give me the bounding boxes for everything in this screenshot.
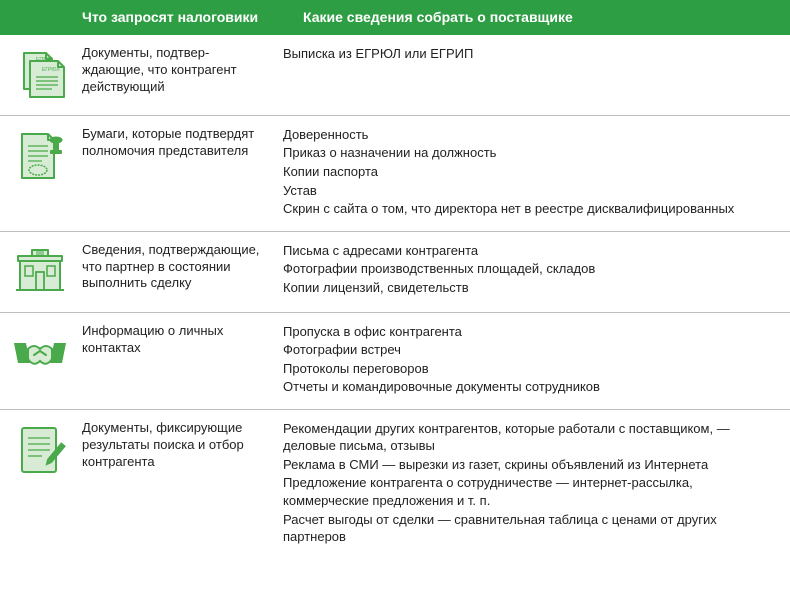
header-right: Какие сведения собрать о поставщике: [297, 8, 778, 27]
right-item: Протоколы переговоров: [283, 360, 778, 378]
row-right: Доверенность Приказ о назначении на долж…: [277, 126, 778, 219]
table-row: ЕГРИП ЕГРЮЛ Документы, подтвер­ждающие, …: [0, 35, 790, 116]
row-right: Рекомендации других контрагентов, которы…: [277, 420, 778, 547]
row-left: Бумаги, которые под­твердят полномочия п…: [82, 126, 277, 160]
header-left: Что запросят налоговики: [82, 8, 297, 27]
table-row: Сведения, подтвер­ждающие, что партнер в…: [0, 232, 790, 313]
row-right: Письма с адресами контрагента Фотографии…: [277, 242, 778, 298]
document-stamp-icon: [12, 128, 68, 184]
right-item: Фотографии производственных площадей, ск…: [283, 260, 778, 278]
document-pen-icon: [12, 422, 68, 478]
right-item: Письма с адресами контрагента: [283, 242, 778, 260]
svg-text:ЕГРИП: ЕГРИП: [36, 57, 53, 63]
right-item: Выписка из ЕГРЮЛ или ЕГРИП: [283, 45, 778, 63]
right-item: Устав: [283, 182, 778, 200]
table-row: Документы, фиксирую­щие результаты поиск…: [0, 410, 790, 559]
right-item: Доверенность: [283, 126, 778, 144]
right-item: Скрин с сайта о том, что директора нет в…: [283, 200, 778, 218]
right-item: Фотографии встреч: [283, 341, 778, 359]
right-item: Реклама в СМИ — вырезки из газет, скрины…: [283, 456, 778, 474]
right-item: Пропуска в офис контрагента: [283, 323, 778, 341]
right-item: Копии лицензий, свидетельств: [283, 279, 778, 297]
documents-egrip-icon: ЕГРИП ЕГРЮЛ: [12, 47, 68, 103]
row-left: Информацию о личных контактах: [82, 323, 277, 357]
right-item: Расчет выгоды от сделки — сравнительная …: [283, 511, 778, 546]
svg-text:ЕГРЮЛ: ЕГРЮЛ: [42, 67, 60, 73]
right-item: Приказ о назначении на должность: [283, 144, 778, 162]
row-left: Сведения, подтвер­ждающие, что партнер в…: [82, 242, 277, 293]
row-left: Документы, фиксирую­щие результаты поиск…: [82, 420, 277, 471]
table-row: Информацию о личных контактах Пропуска в…: [0, 313, 790, 410]
row-right: Пропуска в офис контрагента Фотографии в…: [277, 323, 778, 397]
row-left: Документы, подтвер­ждающие, что контр­аг…: [82, 45, 277, 96]
building-icon: [12, 244, 68, 300]
table-row: Бумаги, которые под­твердят полномочия п…: [0, 116, 790, 232]
handshake-icon: [12, 325, 68, 381]
right-item: Отчеты и командировочные документы сотру…: [283, 378, 778, 396]
right-item: Рекомендации других контрагентов, которы…: [283, 420, 778, 455]
tax-supplier-table: Что запросят налоговики Какие сведения с…: [0, 0, 790, 559]
row-right: Выписка из ЕГРЮЛ или ЕГРИП: [277, 45, 778, 64]
table-header: Что запросят налоговики Какие сведения с…: [0, 0, 790, 35]
right-item: Копии паспорта: [283, 163, 778, 181]
right-item: Предложение контрагента о сотрудничестве…: [283, 474, 778, 509]
